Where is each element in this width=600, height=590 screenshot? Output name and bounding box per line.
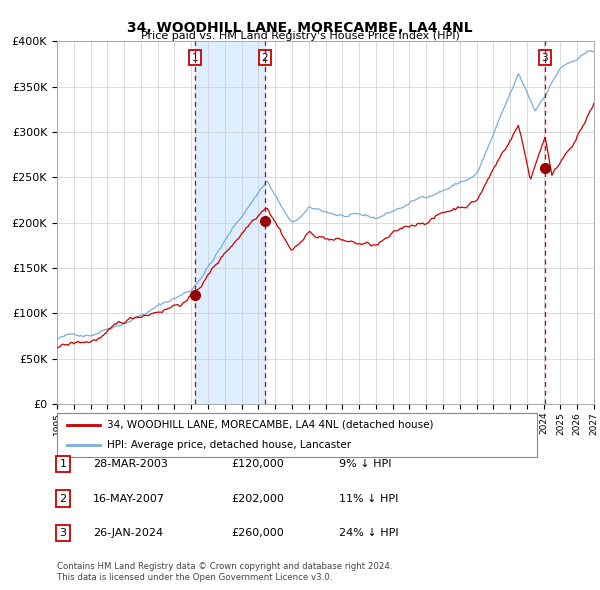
Text: 3: 3	[542, 53, 548, 63]
Text: £260,000: £260,000	[231, 528, 284, 537]
Bar	[545, 41, 594, 404]
Text: 34, WOODHILL LANE, MORECAMBE, LA4 4NL (detached house): 34, WOODHILL LANE, MORECAMBE, LA4 4NL (d…	[107, 420, 434, 430]
Text: 34, WOODHILL LANE, MORECAMBE, LA4 4NL: 34, WOODHILL LANE, MORECAMBE, LA4 4NL	[127, 21, 473, 35]
Text: 11% ↓ HPI: 11% ↓ HPI	[339, 494, 398, 503]
Text: £120,000: £120,000	[231, 460, 284, 469]
Text: Price paid vs. HM Land Registry's House Price Index (HPI): Price paid vs. HM Land Registry's House …	[140, 31, 460, 41]
Text: 9% ↓ HPI: 9% ↓ HPI	[339, 460, 391, 469]
Text: This data is licensed under the Open Government Licence v3.0.: This data is licensed under the Open Gov…	[57, 573, 332, 582]
Text: £202,000: £202,000	[231, 494, 284, 503]
Text: 1: 1	[192, 53, 199, 63]
Text: 2: 2	[59, 494, 67, 503]
FancyBboxPatch shape	[57, 413, 537, 457]
Text: 16-MAY-2007: 16-MAY-2007	[93, 494, 165, 503]
Text: 1: 1	[59, 460, 67, 469]
Bar	[195, 41, 265, 404]
Text: Contains HM Land Registry data © Crown copyright and database right 2024.: Contains HM Land Registry data © Crown c…	[57, 562, 392, 571]
Text: 26-JAN-2024: 26-JAN-2024	[93, 528, 163, 537]
Bar	[545, 41, 594, 404]
Text: 3: 3	[59, 528, 67, 537]
Text: 24% ↓ HPI: 24% ↓ HPI	[339, 528, 398, 537]
Text: 28-MAR-2003: 28-MAR-2003	[93, 460, 168, 469]
Text: 2: 2	[261, 53, 268, 63]
Text: HPI: Average price, detached house, Lancaster: HPI: Average price, detached house, Lanc…	[107, 440, 352, 450]
